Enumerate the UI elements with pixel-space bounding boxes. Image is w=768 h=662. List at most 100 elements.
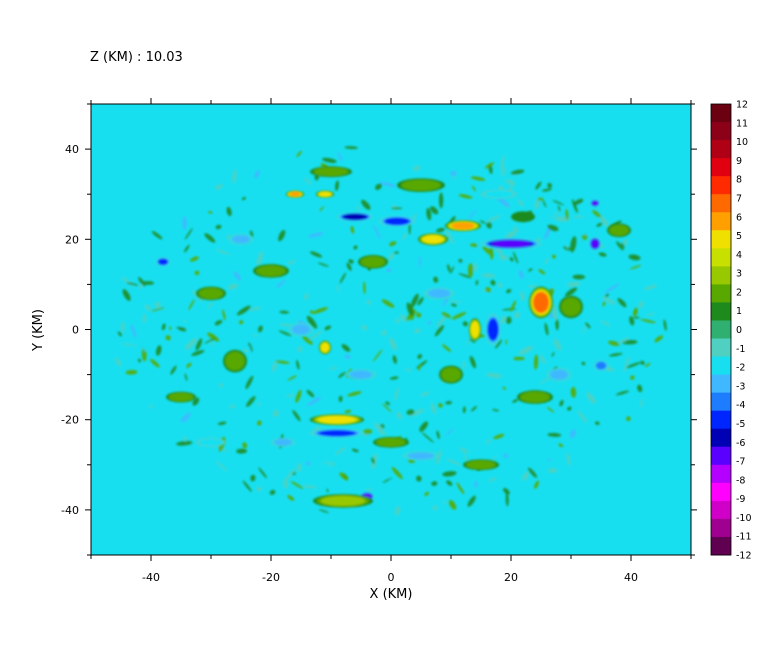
field-blob <box>184 228 193 240</box>
field-blob <box>253 334 258 337</box>
plot-field <box>111 146 667 516</box>
field-blob <box>617 298 627 308</box>
colorbar-label: -8 <box>736 475 745 486</box>
field-blob <box>472 263 478 272</box>
field-blob <box>572 274 586 280</box>
field-blob <box>394 506 401 516</box>
contour-feature <box>318 191 332 197</box>
field-blob <box>250 474 256 482</box>
field-blob <box>533 449 539 454</box>
field-blob <box>547 458 552 462</box>
field-blob <box>417 354 423 359</box>
field-blob <box>544 322 549 336</box>
field-blob <box>581 361 586 366</box>
contour-feature <box>292 324 310 335</box>
field-blob <box>500 154 505 170</box>
field-blob <box>339 272 347 284</box>
field-blob <box>256 444 262 453</box>
field-blob <box>497 204 503 211</box>
field-blob <box>565 209 569 221</box>
colorbar-swatch <box>711 356 731 376</box>
field-blob <box>297 462 302 473</box>
field-blob <box>609 352 623 357</box>
field-blob <box>424 491 429 497</box>
field-blob <box>258 325 263 333</box>
field-blob <box>654 335 664 343</box>
field-blob <box>263 401 278 408</box>
field-blob <box>586 345 591 351</box>
colorbar-swatch <box>711 482 731 502</box>
contour-feature <box>511 211 535 223</box>
field-blob <box>541 188 552 192</box>
field-blob <box>393 251 400 254</box>
field-blob <box>433 276 439 283</box>
field-blob <box>419 421 429 432</box>
field-blob <box>509 257 514 262</box>
colorbar-label: -6 <box>736 438 745 449</box>
x-tick-label: 0 <box>388 571 395 584</box>
field-blob <box>248 204 259 213</box>
field-blob <box>506 289 512 294</box>
field-blob <box>604 283 620 293</box>
field-blob <box>287 259 295 265</box>
field-blob <box>391 466 403 480</box>
field-blob <box>382 403 392 413</box>
colorbar-label: -12 <box>736 551 752 562</box>
field-blob <box>403 163 409 176</box>
field-blob <box>471 253 481 261</box>
field-blob <box>569 429 577 439</box>
field-blob <box>633 316 640 319</box>
field-blob <box>217 421 227 426</box>
field-features <box>155 166 631 508</box>
field-blob <box>306 397 322 407</box>
field-blob <box>350 225 355 235</box>
field-blob <box>574 198 584 206</box>
colorbar-swatch <box>711 302 731 321</box>
field-blob <box>355 158 365 173</box>
field-blob <box>518 270 524 280</box>
colorbar-label: 4 <box>736 250 742 261</box>
field-blob <box>550 209 562 219</box>
field-blob <box>302 485 318 489</box>
field-blob <box>387 252 395 262</box>
field-blob <box>344 409 352 414</box>
field-blob <box>312 307 328 314</box>
field-blob <box>144 304 152 311</box>
field-blob <box>279 310 290 314</box>
field-blob <box>616 241 624 251</box>
field-blob <box>638 301 644 309</box>
field-blob <box>374 422 386 436</box>
field-blob <box>460 268 466 274</box>
y-tick-label: 40 <box>65 143 79 156</box>
field-blob <box>316 288 321 294</box>
colorbar-label: 2 <box>736 287 742 298</box>
field-blob <box>319 206 324 212</box>
contour-feature <box>360 256 386 268</box>
field-blob <box>122 289 131 301</box>
field-blob <box>604 293 610 298</box>
field-blob <box>408 459 415 464</box>
field-blob <box>434 324 445 337</box>
colorbar-swatch <box>711 536 731 556</box>
field-blob <box>469 355 477 369</box>
colorbar-swatch <box>711 248 731 267</box>
field-blob <box>596 222 603 227</box>
field-blob <box>114 357 122 367</box>
field-blob <box>222 309 226 321</box>
field-blob <box>304 293 309 300</box>
field-blob <box>462 477 474 487</box>
contour-feature <box>595 361 607 370</box>
x-tick-label: 20 <box>504 571 518 584</box>
field-blob <box>204 337 216 344</box>
contour-feature <box>591 200 599 206</box>
field-blob <box>416 475 422 482</box>
field-blob <box>341 344 351 352</box>
field-blob <box>542 199 547 208</box>
field-blob <box>319 462 331 469</box>
field-blob <box>519 325 523 335</box>
field-blob <box>254 170 261 179</box>
x-tick-label: 40 <box>624 571 638 584</box>
field-blob <box>279 323 292 327</box>
field-blob <box>400 314 407 322</box>
field-blob <box>582 324 587 334</box>
